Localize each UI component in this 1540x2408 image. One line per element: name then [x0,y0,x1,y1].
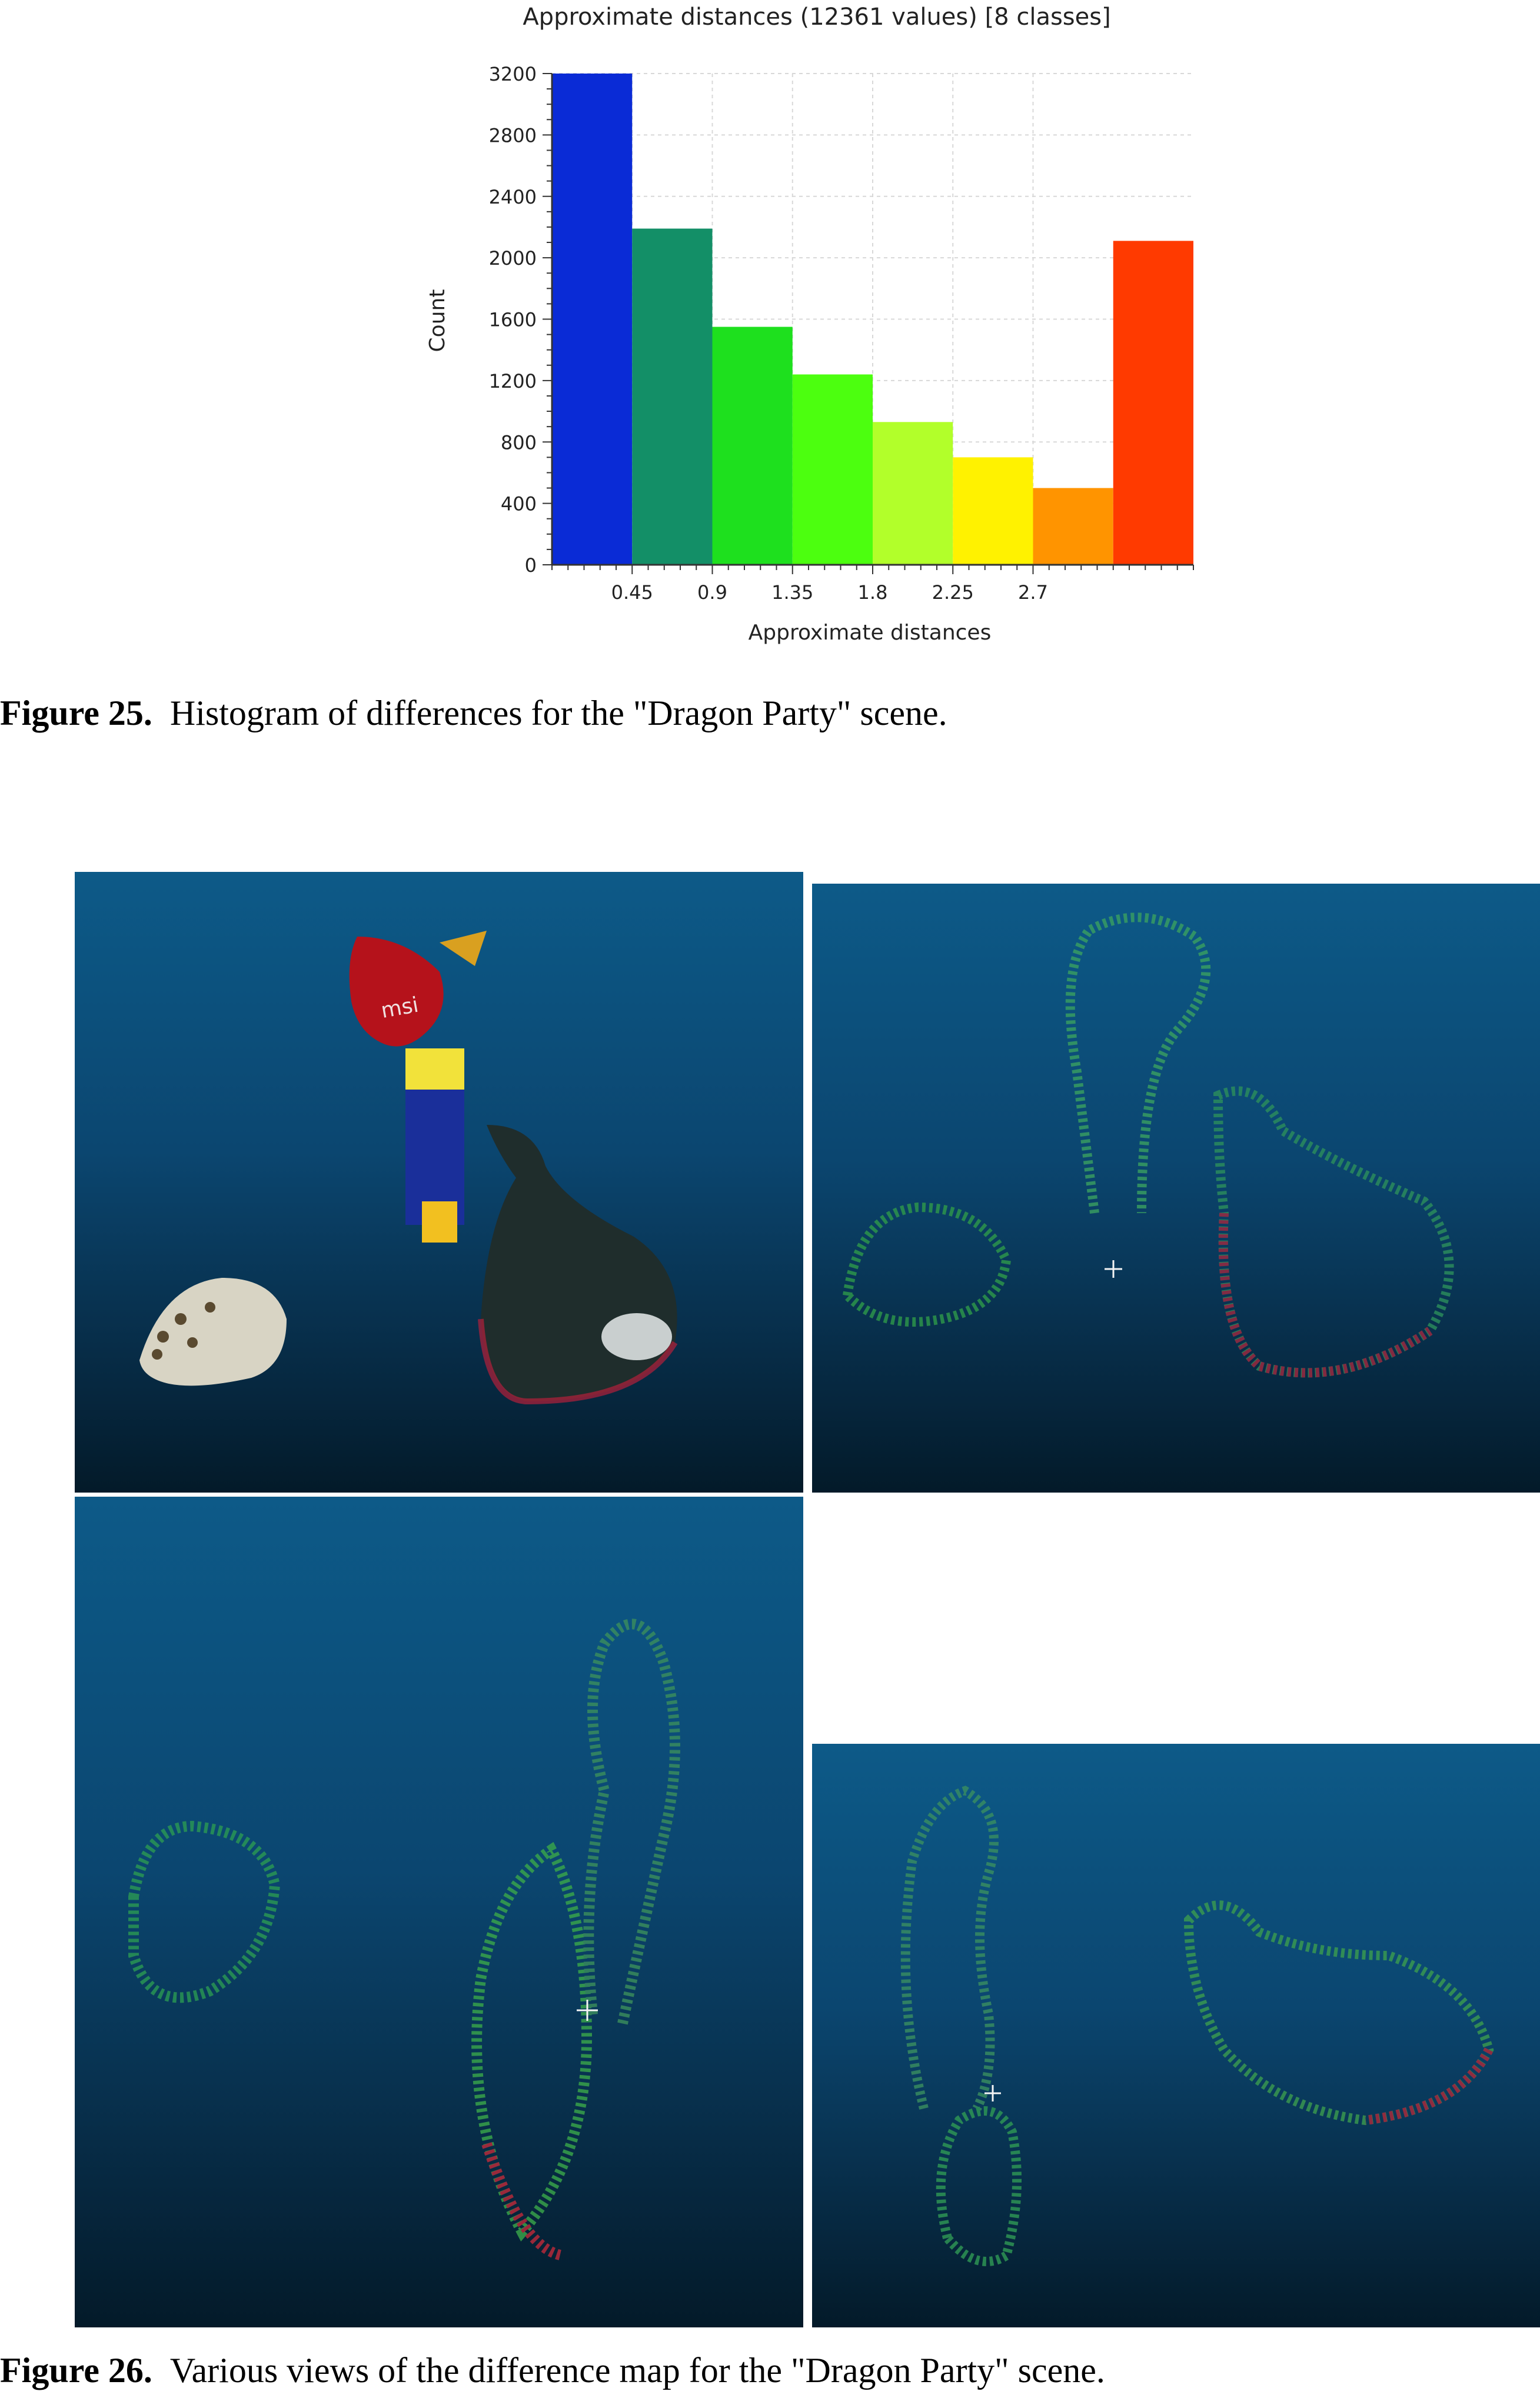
y-tick-label: 2800 [489,124,537,146]
figure-25-text: Histogram of differences for the "Dragon… [169,694,947,732]
y-tick-label: 2000 [489,247,537,269]
figure-26-caption: Figure 26. Various views of the differenc… [0,2350,1105,2391]
view-4-difference-map [812,1744,1540,2327]
y-tick-label: 3200 [489,63,537,85]
view-2-difference-map [812,884,1540,1493]
view-3-difference-map [75,1497,803,2327]
x-tick-labels: 0.45 0.9 1.35 1.8 2.25 2.7 [611,581,1048,604]
axes [543,73,1194,574]
histogram-bar [792,374,873,565]
x-tick-label: 1.35 [771,581,813,604]
histogram-bar [552,74,633,565]
x-axis-label: Approximate distances [749,621,992,645]
chart-title: Approximate distances (12361 values) [8 … [523,4,1110,31]
y-tick-labels: 0 400 800 1200 1600 2000 2400 2800 3200 [489,63,537,577]
x-tick-label: 0.45 [611,581,653,604]
y-tick-label: 800 [501,431,537,454]
x-tick-label: 2.25 [932,581,974,604]
figure-26-label: Figure 26. [0,2351,152,2390]
histogram-bar [1113,241,1193,565]
figure-26-text: Various views of the difference map for … [169,2351,1105,2390]
y-tick-label: 400 [501,493,537,515]
y-tick-label: 2400 [489,186,537,208]
y-axis-label: Count [425,289,450,352]
histogram-bar [873,422,953,565]
histogram-chart: Approximate distances (12361 values) [8 … [425,4,1194,645]
histogram-bar [632,228,713,565]
figure-25-label: Figure 25. [0,694,152,732]
figure-25-caption: Figure 25. Histogram of differences for t… [0,693,947,734]
histogram-bar [1033,488,1113,565]
x-tick-label: 2.7 [1018,581,1048,604]
y-tick-label: 1600 [489,309,537,331]
x-tick-label: 0.9 [697,581,727,604]
histogram-bar [953,457,1033,565]
y-tick-label: 0 [525,554,537,577]
bars [552,74,1193,565]
x-tick-label: 1.8 [858,581,888,604]
histogram-bar [712,327,793,565]
y-tick-label: 1200 [489,370,537,392]
view-1-textured: msi [75,872,803,1493]
